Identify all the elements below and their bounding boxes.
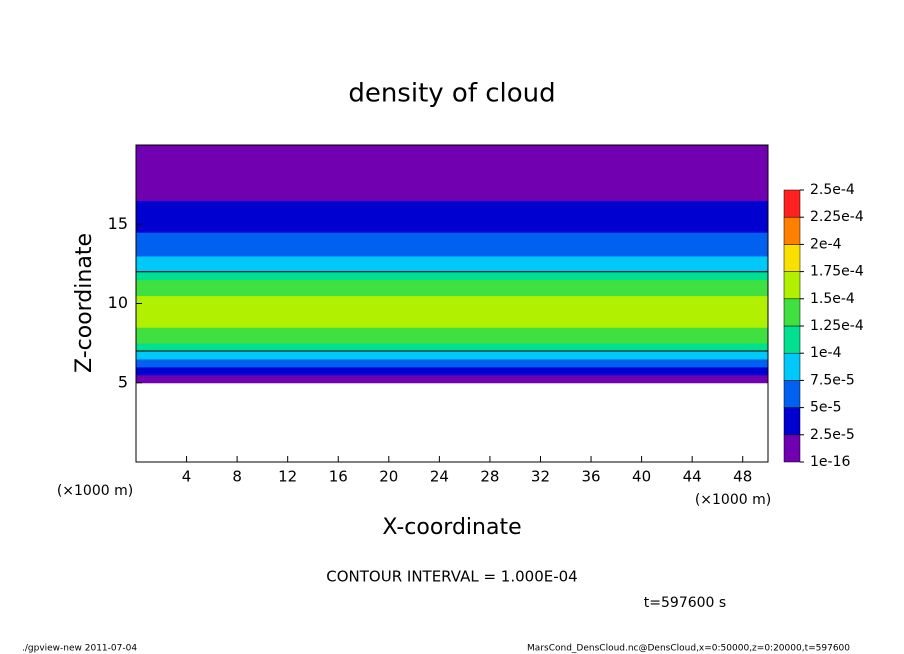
heatmap-cell <box>136 184 768 194</box>
y-tick-label: 5 <box>118 372 128 391</box>
heatmap-cell <box>136 216 768 225</box>
colorbar-segment <box>783 352 801 381</box>
colorbar-segment <box>783 380 801 408</box>
colorbar-label: 2.5e-5 <box>810 427 855 443</box>
colorbar-label: 7.5e-5 <box>810 372 855 388</box>
heatmap-cell <box>136 343 768 352</box>
x-tick-label: 28 <box>480 468 499 486</box>
x-tick-label: 12 <box>278 468 297 486</box>
x-tick-label: 32 <box>531 468 550 486</box>
heatmap-cell <box>136 160 768 170</box>
heatmap-cell <box>136 327 768 336</box>
heatmap-cell <box>136 168 768 178</box>
x-axis-label: X-coordinate <box>382 515 521 540</box>
y-axis-label: Z-coordinate <box>72 233 97 373</box>
heatmap-cell <box>136 351 768 360</box>
x-unit: (×1000 m) <box>57 483 133 499</box>
heatmap-cell <box>136 240 768 249</box>
x-tick-label: 40 <box>632 468 651 486</box>
heatmap-cell <box>136 311 768 320</box>
footer-left: ./gpview-new 2011-07-04 <box>22 644 137 654</box>
colorbar-segment <box>783 434 801 463</box>
heatmap-cell <box>136 263 768 273</box>
heatmap-cell <box>136 374 768 384</box>
heatmap-cell <box>136 176 768 186</box>
heatmap-cell <box>136 208 768 217</box>
heatmap-cell <box>136 295 768 304</box>
y-tick-label: 10 <box>108 293 128 312</box>
heatmap-cell <box>136 192 768 201</box>
colorbar-segment <box>783 298 801 327</box>
footer-right: MarsCond_DensCloud.nc@DensCloud,x=0:5000… <box>527 644 850 654</box>
x-tick-label: 8 <box>232 468 242 486</box>
colorbar-label: 1.75e-4 <box>810 264 864 280</box>
x-tick-label: 20 <box>379 468 398 486</box>
colorbar-segment <box>783 244 801 272</box>
colorbar-label: 1.25e-4 <box>810 318 864 334</box>
heatmap-cell <box>136 366 768 376</box>
heatmap-cell <box>136 200 768 209</box>
x-tick-label: 36 <box>581 468 600 486</box>
colorbar-segment <box>783 407 801 436</box>
heatmap-cell <box>136 145 768 154</box>
x-unit: (×1000 m) <box>695 492 771 508</box>
heatmap-cell <box>136 358 768 368</box>
heatmap-cell <box>136 279 768 289</box>
colorbar-label: 2e-4 <box>810 236 842 252</box>
x-tick-label: 24 <box>430 468 449 486</box>
colorbar-segment <box>783 325 801 354</box>
x-tick-label: 44 <box>683 468 702 486</box>
colorbar-label: 2.25e-4 <box>810 209 864 225</box>
colorbar-label: 5e-5 <box>810 400 841 416</box>
colorbar-label: 2.5e-4 <box>810 182 855 198</box>
contour-interval: CONTOUR INTERVAL = 1.000E-04 <box>326 568 577 586</box>
time-label: t=597600 s <box>644 595 726 611</box>
colorbar-segment <box>783 189 801 218</box>
colorbar-segment <box>783 216 801 245</box>
colorbar-segment <box>783 271 801 300</box>
y-tick-label: 15 <box>108 214 128 233</box>
heatmap-cell <box>136 319 768 328</box>
heatmap-cell <box>136 303 768 312</box>
heatmap-cell <box>136 271 768 281</box>
heatmap-cell <box>136 232 768 241</box>
x-tick-label: 48 <box>733 468 752 486</box>
colorbar-label: 1e-16 <box>810 454 850 470</box>
chart-title: density of cloud <box>348 79 555 109</box>
colorbar-label: 1.5e-4 <box>810 291 855 307</box>
x-tick-label: 4 <box>182 468 192 486</box>
heatmap-cell <box>136 224 768 233</box>
x-tick-label: 16 <box>329 468 348 486</box>
heatmap-cell <box>136 287 768 297</box>
heatmap-cell <box>136 255 768 265</box>
heatmap-cell <box>136 248 768 257</box>
colorbar-label: 1e-4 <box>810 345 842 361</box>
heatmap-cell <box>136 335 768 344</box>
heatmap-cell <box>136 152 768 162</box>
